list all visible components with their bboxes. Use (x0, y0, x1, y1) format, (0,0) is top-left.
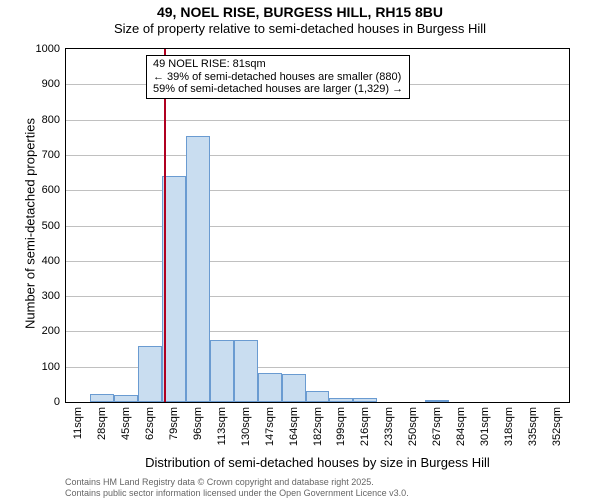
histogram-bar (329, 398, 353, 402)
xtick-label: 11sqm (72, 407, 84, 439)
histogram-bar (186, 136, 210, 403)
xtick-label: 318sqm (503, 407, 515, 446)
histogram-bar (353, 398, 377, 402)
ytick-label: 700 (10, 149, 60, 161)
x-axis-label: Distribution of semi-detached houses by … (65, 455, 570, 470)
histogram-bar (425, 400, 449, 402)
ytick-label: 100 (10, 361, 60, 373)
xtick-label: 164sqm (288, 407, 300, 446)
histogram-bar (210, 340, 234, 402)
title-block: 49, NOEL RISE, BURGESS HILL, RH15 8BU Si… (0, 0, 600, 36)
grid-line (66, 155, 569, 156)
reference-marker (164, 49, 166, 402)
xtick-label: 250sqm (407, 407, 419, 446)
histogram-bar (234, 340, 258, 402)
grid-line (66, 331, 569, 332)
title-line1: 49, NOEL RISE, BURGESS HILL, RH15 8BU (0, 4, 600, 21)
xtick-label: 147sqm (264, 407, 276, 446)
xtick-label: 62sqm (144, 407, 156, 440)
ytick-label: 900 (10, 78, 60, 90)
xtick-label: 284sqm (455, 407, 467, 446)
annotation-line2: ← 39% of semi-detached houses are smalle… (153, 71, 403, 84)
title-line2: Size of property relative to semi-detach… (0, 21, 600, 37)
xtick-label: 130sqm (240, 407, 252, 446)
histogram-bar (258, 373, 282, 402)
grid-line (66, 261, 569, 262)
histogram-bar (114, 395, 138, 402)
histogram-bar (282, 374, 306, 402)
xtick-label: 182sqm (312, 407, 324, 446)
xtick-label: 28sqm (96, 407, 108, 440)
grid-line (66, 226, 569, 227)
annotation-line1: 49 NOEL RISE: 81sqm (153, 58, 403, 71)
histogram-bar (306, 391, 330, 402)
ytick-label: 0 (10, 396, 60, 408)
ytick-label: 400 (10, 255, 60, 267)
xtick-label: 45sqm (120, 407, 132, 440)
ytick-label: 600 (10, 184, 60, 196)
footer: Contains HM Land Registry data © Crown c… (65, 477, 409, 498)
xtick-label: 199sqm (335, 407, 347, 446)
xtick-label: 113sqm (216, 407, 228, 445)
ytick-label: 500 (10, 220, 60, 232)
histogram-bar (138, 346, 162, 402)
ytick-label: 200 (10, 325, 60, 337)
grid-line (66, 120, 569, 121)
xtick-label: 301sqm (479, 407, 491, 446)
xtick-label: 233sqm (383, 407, 395, 446)
ytick-label: 1000 (10, 43, 60, 55)
grid-line (66, 190, 569, 191)
xtick-label: 96sqm (192, 407, 204, 440)
ytick-label: 300 (10, 290, 60, 302)
xtick-label: 352sqm (551, 407, 563, 446)
xtick-label: 216sqm (359, 407, 371, 446)
figure: 49, NOEL RISE, BURGESS HILL, RH15 8BU Si… (0, 0, 600, 500)
histogram-bar (90, 394, 114, 402)
grid-line (66, 296, 569, 297)
annotation-box: 49 NOEL RISE: 81sqm ← 39% of semi-detach… (146, 55, 410, 99)
xtick-label: 267sqm (431, 407, 443, 446)
ytick-label: 800 (10, 114, 60, 126)
annotation-line3: 59% of semi-detached houses are larger (… (153, 83, 403, 96)
xtick-label: 79sqm (168, 407, 180, 440)
footer-line1: Contains HM Land Registry data © Crown c… (65, 477, 409, 487)
footer-line2: Contains public sector information licen… (65, 488, 409, 498)
chart-plot-area: 49 NOEL RISE: 81sqm ← 39% of semi-detach… (65, 48, 570, 403)
xtick-label: 335sqm (527, 407, 539, 446)
